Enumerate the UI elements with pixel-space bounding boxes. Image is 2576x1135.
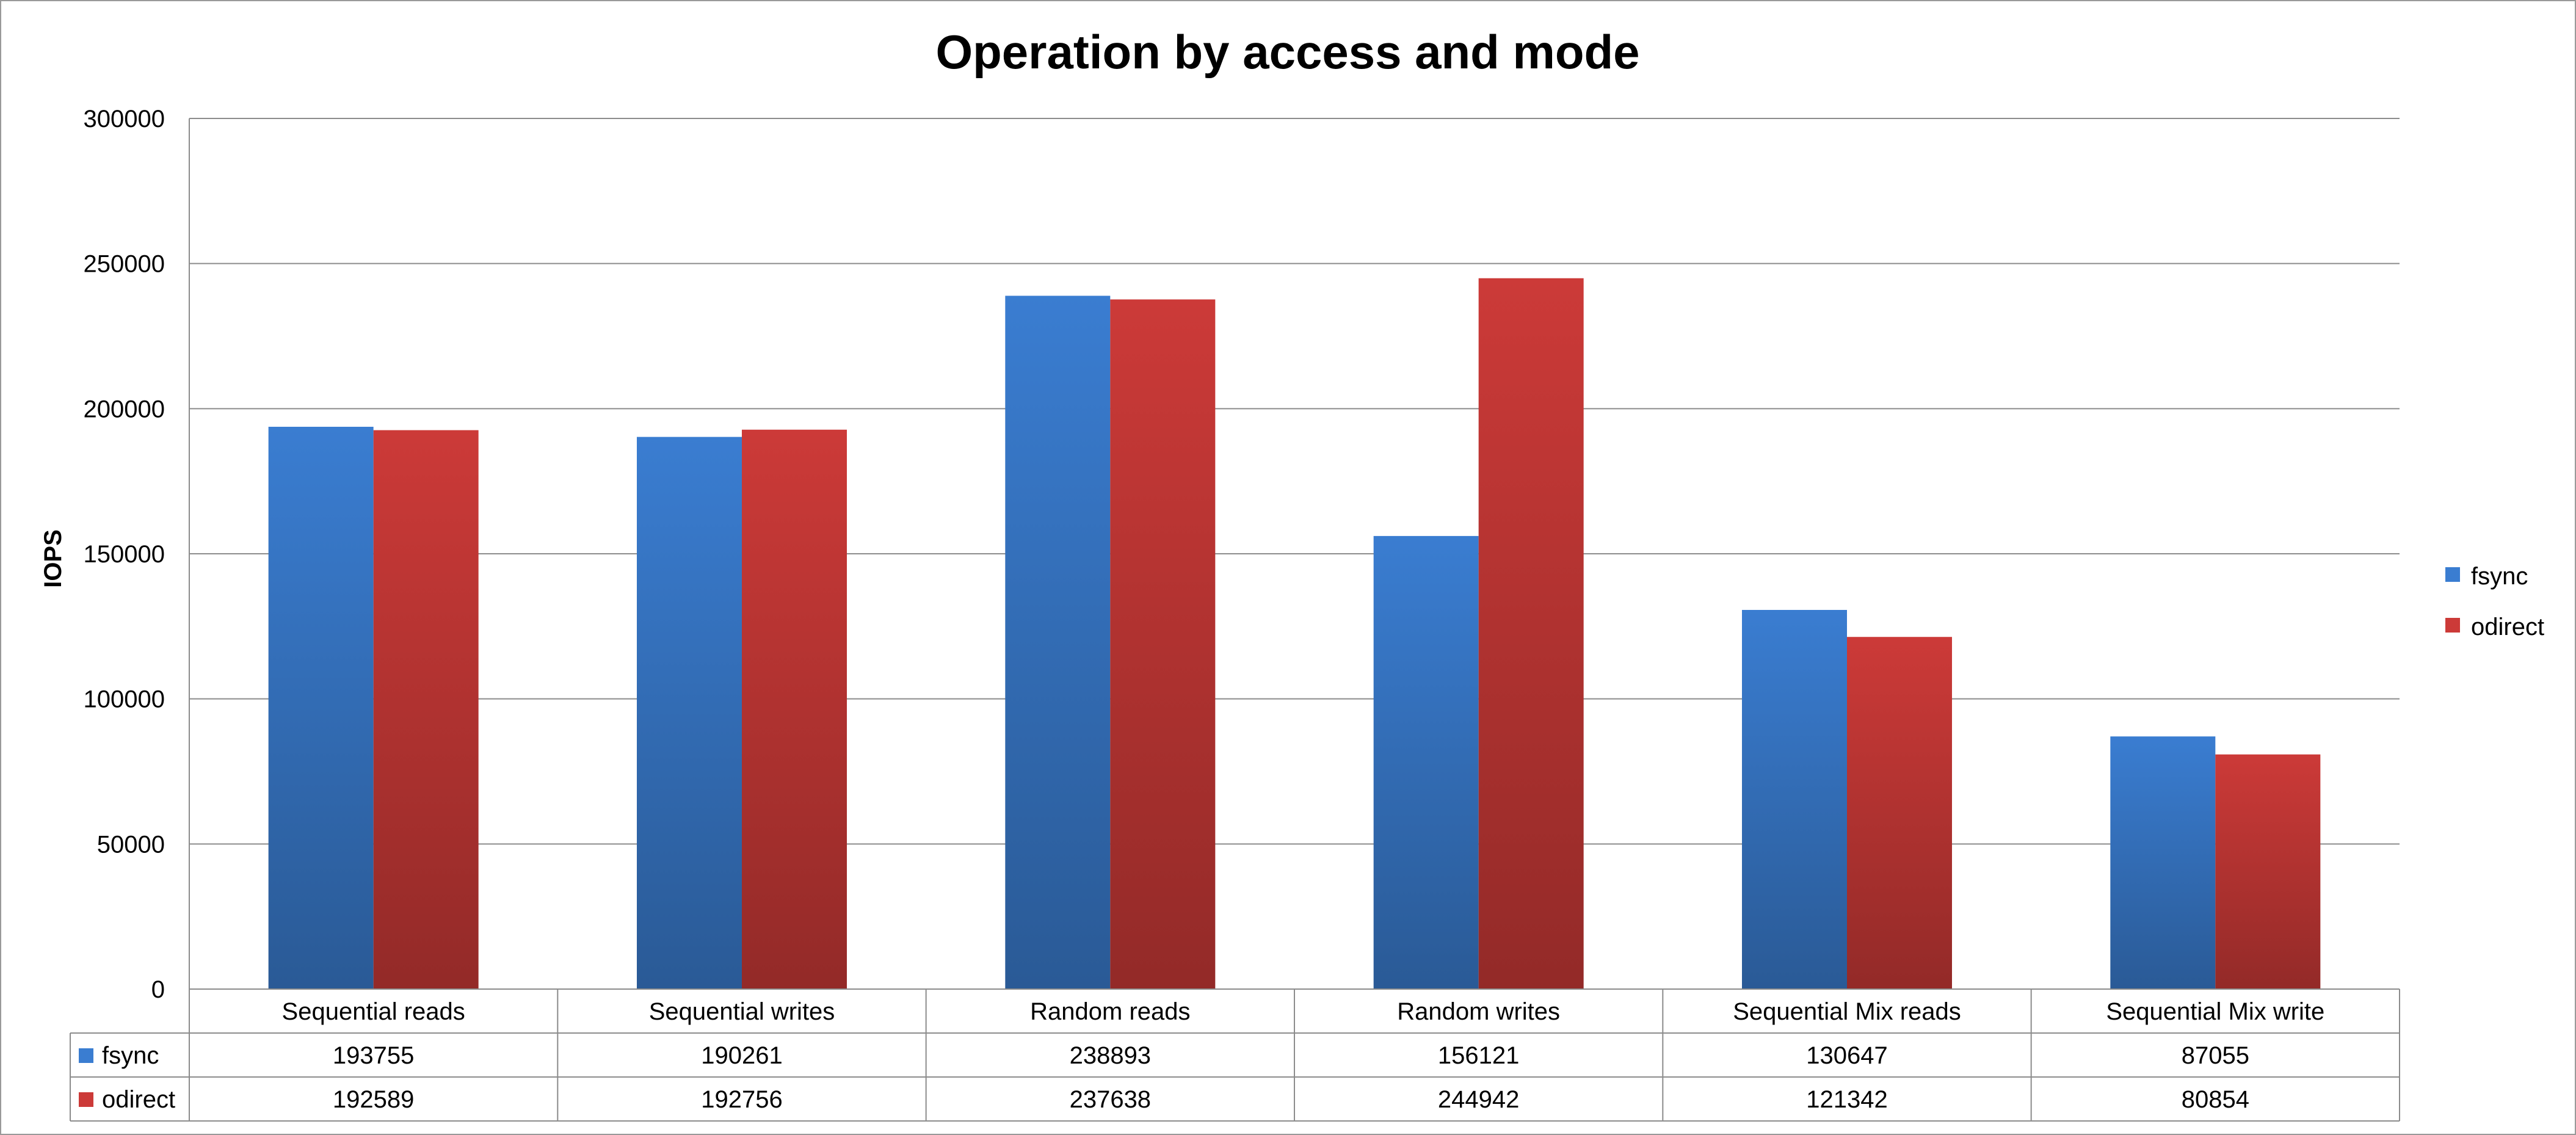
- y-tick-label: 100000: [84, 686, 165, 713]
- bar-fsync-5: [2110, 736, 2216, 989]
- y-axis-ticks: 0 50000 100000 150000 200000 250000 300000: [84, 106, 165, 1003]
- table-series-name: fsync: [102, 1042, 159, 1069]
- table-cell-value: 237638: [1070, 1086, 1151, 1113]
- y-axis-label: IOPS: [40, 529, 67, 588]
- bar-odirect-0: [373, 430, 479, 989]
- data-table: Sequential reads Sequential writes Random …: [70, 988, 2400, 1122]
- bar-odirect-2: [1110, 299, 1216, 989]
- category-label: Sequential writes: [649, 998, 835, 1025]
- table-legend-key-fsync: [79, 1048, 93, 1063]
- table-cell-value: 244942: [1438, 1086, 1519, 1113]
- y-tick-label: 50000: [97, 831, 165, 858]
- table-cell-value: 192589: [333, 1086, 414, 1113]
- y-tick-label: 150000: [84, 541, 165, 568]
- table-cell-value: 193755: [333, 1042, 414, 1069]
- category-label: Random reads: [1030, 998, 1190, 1025]
- table-legend-key-odirect: [79, 1092, 93, 1107]
- bar-odirect-3: [1478, 278, 1584, 990]
- category-label: Sequential Mix reads: [1733, 998, 1961, 1025]
- legend-key-odirect: [2445, 618, 2460, 633]
- table-cell-value: 121342: [1806, 1086, 1887, 1113]
- bar-fsync-3: [1373, 535, 1479, 989]
- bars: [268, 278, 2321, 990]
- category-label: Random writes: [1397, 998, 1560, 1025]
- table-cell-value: 87055: [2182, 1042, 2249, 1069]
- y-tick-label: 200000: [84, 396, 165, 422]
- bar-odirect-5: [2215, 754, 2321, 989]
- bar-fsync-2: [1005, 296, 1111, 990]
- bar-odirect-4: [1847, 637, 1952, 989]
- bar-fsync-1: [637, 437, 742, 989]
- bar-odirect-1: [742, 429, 847, 989]
- legend: fsync odirect: [2445, 563, 2544, 640]
- bar-fsync-0: [268, 427, 374, 989]
- y-tick-label: 0: [151, 976, 165, 1003]
- table-cell-value: 156121: [1438, 1042, 1519, 1069]
- bar-fsync-4: [1742, 609, 1847, 989]
- table-series-name: odirect: [102, 1086, 175, 1113]
- y-tick-label: 250000: [84, 251, 165, 278]
- table-cell-value: 130647: [1806, 1042, 1887, 1069]
- legend-key-fsync: [2445, 567, 2460, 582]
- chart-title: Operation by access and mode: [935, 25, 1639, 79]
- category-label: Sequential Mix write: [2106, 998, 2324, 1025]
- table-cell-value: 80854: [2182, 1086, 2249, 1113]
- legend-label-fsync: fsync: [2471, 563, 2528, 590]
- table-cell-value: 190261: [701, 1042, 782, 1069]
- gridlines: [189, 118, 2400, 989]
- y-tick-label: 300000: [84, 106, 165, 132]
- table-cell-value: 192756: [701, 1086, 782, 1113]
- category-label: Sequential reads: [282, 998, 465, 1025]
- table-cell-value: 238893: [1070, 1042, 1151, 1069]
- legend-label-odirect: odirect: [2471, 614, 2544, 640]
